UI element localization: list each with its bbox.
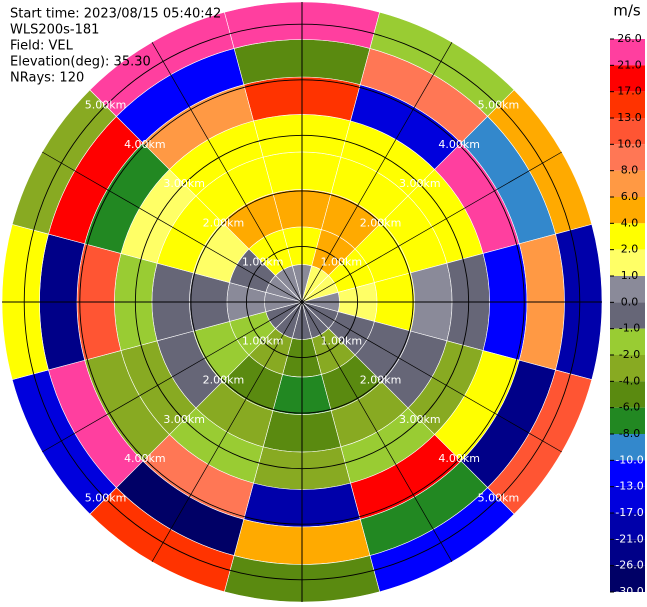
spoke: [42, 301, 303, 453]
ring-label: 5.00km: [85, 99, 127, 112]
ring-label: 5.00km: [478, 99, 520, 112]
colorbar-bin: [610, 355, 645, 382]
spoke: [42, 151, 303, 303]
ring-label: 5.00km: [478, 491, 520, 504]
spoke: [151, 301, 303, 562]
colorbar-label: -21.0: [615, 532, 643, 545]
colorbar-bin: [610, 39, 645, 66]
colorbar-bin: [610, 486, 645, 513]
info-text: Elevation(deg): 35.30: [10, 55, 151, 70]
range-ring: [23, 23, 581, 581]
colorbar-label: 6.0: [621, 190, 639, 203]
ring-label: 1.00km: [320, 334, 362, 347]
ring-label: 5.00km: [85, 491, 127, 504]
radar-field: [1, 1, 603, 603]
colorbar-label: -4.0: [619, 374, 640, 387]
spoke: [151, 42, 303, 303]
colorbar-bin: [610, 302, 645, 329]
colorbar-bin: [610, 170, 645, 197]
colorbar-bin: [610, 539, 645, 566]
colorbar-bin: [610, 434, 645, 461]
colorbar-label: -13.0: [615, 480, 643, 493]
colorbar-label: -6.0: [619, 401, 640, 414]
colorbar-bin: [610, 223, 645, 250]
colorbar-bin: [610, 381, 645, 408]
ring-label: 1.00km: [242, 334, 284, 347]
spoke: [301, 301, 453, 562]
range-ring: [134, 134, 470, 470]
colorbar-label: 2.0: [621, 243, 639, 256]
colorbar-bin: [610, 197, 645, 224]
ring-label: 3.00km: [399, 413, 441, 426]
colorbar-label: -17.0: [615, 506, 643, 519]
colorbar-label: 8.0: [621, 164, 639, 177]
colorbar-bin: [610, 144, 645, 171]
colorbar-label: 21.0: [617, 58, 642, 71]
colorbar-bin: [610, 407, 645, 434]
ring-label: 3.00km: [163, 413, 205, 426]
colorbar-label: -2.0: [619, 348, 640, 361]
ring-label: 3.00km: [399, 177, 441, 190]
colorbar-bin: [610, 91, 645, 118]
colorbar-label: -30.0: [615, 585, 643, 598]
ring-label: 2.00km: [360, 374, 402, 387]
colorbar-bin: [610, 513, 645, 540]
colorbar-label: 0.0: [621, 295, 639, 308]
info-text: Start time: 2023/08/15 05:40:42: [10, 7, 221, 22]
colorbar-label: 13.0: [617, 111, 642, 124]
colorbar-label: 10.0: [617, 137, 642, 150]
colorbar-bin: [610, 249, 645, 276]
ring-label: 3.00km: [163, 177, 205, 190]
colorbar-label: -10.0: [615, 453, 643, 466]
spoke: [301, 151, 562, 303]
spoke: [301, 301, 562, 453]
overlay: 1.00km 1.00km 1.00km 1.00km 2.00km 2.00km 2.00…: [2, 2, 602, 602]
spoke: [301, 42, 453, 303]
colorbar-label: -26.0: [615, 559, 643, 572]
colorbar-label: 17.0: [617, 85, 642, 98]
ring-label: 1.00km: [242, 256, 284, 269]
colorbar-label: 4.0: [621, 216, 639, 229]
ring-label: 4.00km: [438, 452, 480, 465]
info-text: WLS200s-181: [10, 23, 99, 38]
range-ring: [79, 79, 525, 525]
info-text: NRays: 120: [10, 71, 84, 86]
ring-label: 4.00km: [124, 452, 166, 465]
ring-label: 1.00km: [320, 256, 362, 269]
colorbar-bin: [610, 460, 645, 487]
colorbar-bin: [610, 328, 645, 355]
radar-cell: [89, 11, 235, 117]
colorbar-label: -8.0: [619, 427, 640, 440]
colorbar-bin: [610, 118, 645, 145]
ring-label: 2.00km: [203, 374, 245, 387]
colorbar-bin: [610, 565, 645, 592]
colorbar-bin: [610, 65, 645, 92]
colorbar-unit: m/s: [613, 2, 641, 20]
range-ring: [245, 245, 359, 359]
colorbar-label: -1.0: [619, 322, 640, 335]
ring-label: 2.00km: [360, 216, 402, 229]
ring-label: 2.00km: [203, 216, 245, 229]
colorbar-label: 1.0: [621, 269, 639, 282]
ring-label: 4.00km: [124, 138, 166, 151]
ring-label: 4.00km: [438, 138, 480, 151]
colorbar-bin: [610, 276, 645, 303]
range-ring: [190, 190, 414, 414]
info-text: Field: VEL: [10, 39, 74, 54]
colorbar-label: 26.0: [617, 32, 642, 45]
